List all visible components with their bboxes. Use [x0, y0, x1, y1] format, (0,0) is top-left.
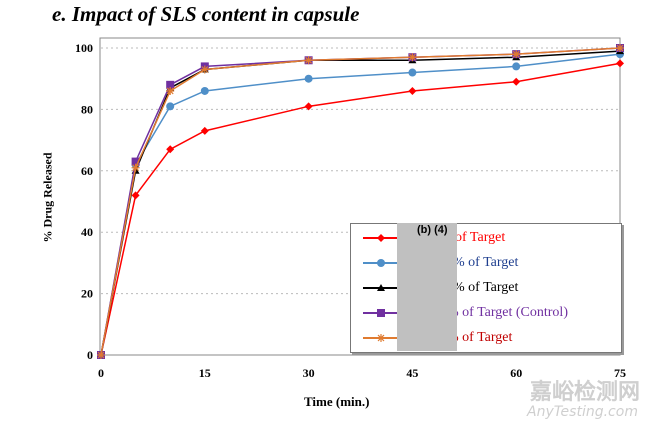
legend-label: % of Target — [453, 255, 519, 270]
x-tick-label: 60 — [510, 366, 522, 380]
legend-label: % of Target — [447, 330, 513, 345]
data-point — [616, 59, 624, 68]
legend-marker — [377, 309, 385, 317]
legend-swatch — [363, 334, 399, 342]
data-point — [166, 86, 175, 95]
watermark-logo: 嘉峪检测网 — [530, 380, 641, 405]
legend-swatch — [363, 259, 399, 267]
x-tick-label: 0 — [98, 366, 104, 380]
y-tick-label: 40 — [81, 225, 93, 239]
legend-marker — [377, 259, 385, 267]
data-point — [512, 50, 521, 59]
legend-item: % of Target (Control) — [361, 303, 568, 323]
y-tick-label: 20 — [81, 287, 93, 301]
legend-item: % of Target — [361, 328, 512, 348]
x-tick-label: 15 — [199, 366, 211, 380]
redaction-box: (b) (4) — [397, 223, 457, 351]
series-4 — [97, 44, 624, 359]
data-point — [200, 126, 209, 135]
data-point — [512, 77, 521, 86]
data-point — [131, 163, 140, 172]
y-tick-label: 0 — [87, 348, 93, 362]
x-tick-label: 30 — [303, 366, 315, 380]
y-tick-label: 80 — [81, 102, 93, 116]
legend-item: % of Target — [361, 253, 518, 273]
data-point — [166, 80, 175, 89]
legend-swatch — [363, 284, 399, 291]
legend-label: % of Target — [453, 280, 519, 295]
data-point — [200, 86, 209, 95]
data-point — [166, 145, 175, 154]
data-point — [304, 74, 313, 83]
x-tick-label: 45 — [406, 366, 418, 380]
legend-item: of Target — [361, 228, 505, 248]
legend-item: % of Target — [361, 278, 518, 298]
chart-title: e. Impact of SLS content in capsule — [52, 2, 360, 26]
redaction-label: (b) (4) — [417, 224, 448, 236]
data-point — [408, 86, 417, 95]
plot-frame — [99, 37, 621, 356]
data-point — [408, 53, 417, 62]
legend: of Target % of Target % of Target % of Targ… — [350, 223, 622, 353]
x-tick-label: 75 — [614, 366, 626, 380]
data-point — [304, 56, 313, 65]
series-line — [100, 47, 621, 356]
legend-swatch — [363, 234, 399, 242]
y-tick-label: 60 — [81, 164, 93, 178]
legend-marker — [377, 334, 385, 342]
y-tick-label: 100 — [75, 41, 93, 55]
legend-label: % of Target (Control) — [447, 305, 568, 320]
data-point — [304, 102, 313, 111]
legend-marker — [377, 284, 385, 291]
data-point — [97, 351, 105, 359]
data-point — [616, 44, 624, 52]
series-line — [100, 62, 621, 356]
data-point — [200, 65, 209, 74]
data-point — [512, 62, 521, 71]
data-point — [131, 191, 140, 200]
watermark-url: AnyTesting.com — [527, 404, 638, 420]
x-axis-label: Time (min.) — [304, 394, 370, 409]
legend-swatch — [363, 309, 399, 317]
data-point — [166, 102, 175, 111]
data-point — [131, 157, 140, 166]
legend-marker — [377, 234, 385, 242]
data-point — [408, 68, 417, 77]
legend-label: of Target — [455, 230, 506, 245]
